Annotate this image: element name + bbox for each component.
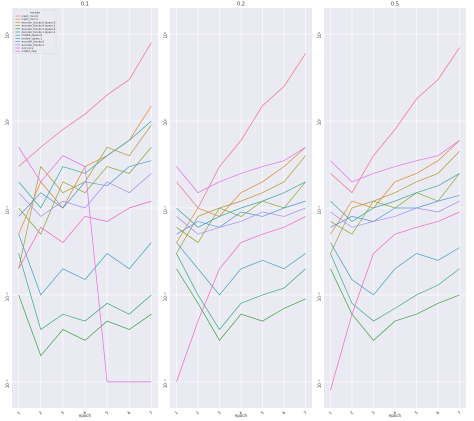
series-line (176, 146, 306, 243)
y-tick-label: 10¹ (163, 31, 168, 38)
legend-box (13, 9, 57, 54)
x-tick-label: 2 (38, 410, 44, 416)
x-tick-label: 5 (259, 410, 265, 416)
legend-label: middle_layers.0 (22, 33, 43, 37)
x-tick-label: 2 (349, 410, 355, 416)
y-tick-label: 10⁰ (163, 118, 168, 125)
series-line (176, 146, 306, 194)
x-tick-label: 1 (16, 410, 22, 416)
series-line (18, 173, 152, 217)
series-line (330, 200, 460, 228)
x-tick-label: 2 (195, 410, 201, 416)
x-tick-label: 4 (392, 410, 398, 416)
y-tick-label: 10⁰ (5, 118, 10, 125)
y-tick-label: 10⁻² (317, 292, 322, 301)
x-tick-label: 1 (173, 410, 179, 416)
series-line (330, 150, 460, 254)
y-tick-label: 10⁻² (163, 292, 168, 301)
legend-title: module (30, 11, 40, 15)
series-line (330, 47, 460, 194)
series-line (176, 155, 306, 254)
legend-label: decoder_blocks.1.layers.0 (22, 27, 56, 31)
legend-label: input_conv.1 (22, 17, 39, 21)
y-tick-label: 10⁻¹ (317, 205, 322, 214)
legend-label: input_conv.0 (22, 14, 39, 18)
legend-label: decoder_blocks.0.layers.1 (22, 24, 56, 28)
series-line (330, 140, 460, 235)
series-line (18, 147, 152, 235)
series-line (176, 242, 306, 296)
series-line (330, 253, 460, 322)
chart-title: 0.5 (391, 2, 399, 8)
x-tick-label: 5 (104, 410, 110, 416)
x-axis-label: epoch (79, 413, 92, 418)
series-line (176, 268, 306, 341)
legend-label: decoder_blocks.1.layers.1 (22, 30, 56, 34)
y-tick-label: 10⁰ (317, 118, 322, 125)
x-tick-label: 5 (413, 410, 419, 416)
series-line (176, 207, 306, 235)
y-tick-label: 10¹ (5, 31, 10, 38)
series-line (330, 242, 460, 296)
legend-label: output_skip (22, 49, 37, 53)
legend-label: out_conv (22, 46, 34, 50)
legend-label: decoder_blocks.0.layers.0 (22, 20, 56, 24)
y-tick-label: 10¹ (317, 31, 322, 38)
x-tick-label: 6 (435, 410, 441, 416)
y-tick-label: 10⁻³ (5, 379, 10, 388)
y-tick-label: 10⁻¹ (163, 205, 168, 214)
series-line (176, 216, 306, 382)
series-line (176, 181, 306, 228)
x-tick-label: 4 (238, 410, 244, 416)
x-axis-label: epoch (235, 413, 248, 418)
series-line (330, 194, 460, 228)
series-line (18, 160, 152, 217)
legend-label: encoder_blocks.1 (22, 43, 45, 47)
x-tick-label: 1 (327, 410, 333, 416)
x-tick-label: 6 (281, 410, 287, 416)
chart-title: 0.1 (81, 2, 89, 8)
x-tick-label: 7 (457, 410, 463, 416)
chart-title: 0.2 (237, 2, 245, 8)
series-line (330, 140, 460, 183)
legend-label: encoder_blocks.0 (22, 40, 45, 44)
x-axis-label: epoch (389, 413, 402, 418)
series-line (18, 253, 152, 331)
x-tick-label: 7 (303, 410, 309, 416)
series-line (176, 253, 306, 331)
series-line (18, 200, 152, 269)
x-tick-label: 3 (216, 410, 222, 416)
series-line (18, 234, 152, 296)
series-line (18, 42, 152, 167)
x-tick-label: 3 (60, 410, 66, 416)
series-line (18, 294, 152, 357)
series-line (18, 147, 152, 383)
series-line (176, 200, 306, 235)
x-tick-label: 3 (370, 410, 376, 416)
legend-label: middle_layers.1 (22, 36, 43, 40)
y-tick-label: 10⁻³ (163, 379, 168, 388)
x-tick-label: 4 (82, 410, 88, 416)
y-tick-label: 10⁻¹ (5, 205, 10, 214)
y-tick-label: 10⁻³ (317, 379, 322, 388)
series-line (18, 120, 152, 209)
series-line (330, 173, 460, 222)
x-tick-label: 7 (148, 410, 154, 416)
y-tick-label: 10⁻² (5, 292, 10, 301)
x-tick-label: 6 (126, 410, 132, 416)
series-line (330, 211, 460, 391)
